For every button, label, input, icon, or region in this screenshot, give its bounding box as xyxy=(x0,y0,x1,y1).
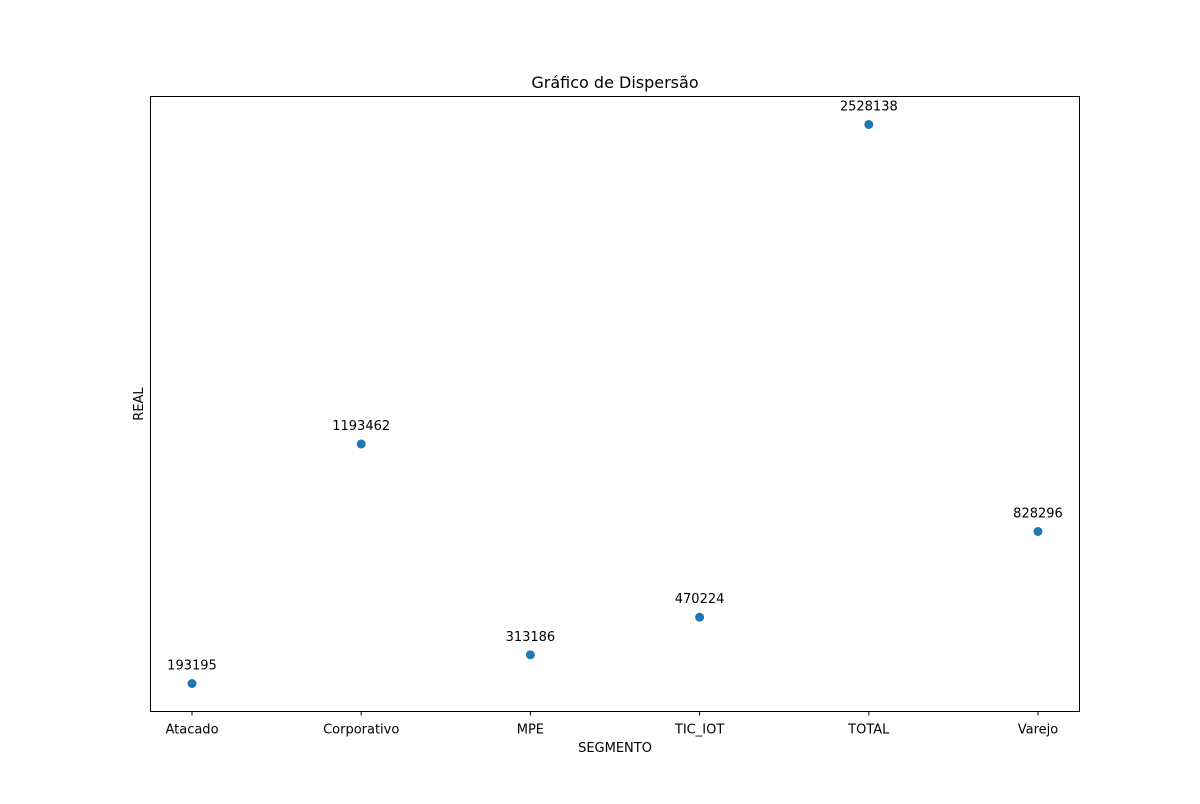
data-label: 2528138 xyxy=(840,99,898,114)
chart-title: Gráfico de Dispersão xyxy=(531,73,698,92)
data-label: 828296 xyxy=(1013,506,1063,521)
data-labels: 193195 1193462 313186 470224 2528138 828296 xyxy=(167,99,1063,673)
data-label: 313186 xyxy=(506,630,556,645)
x-tick-label: Varejo xyxy=(1018,723,1059,738)
x-axis-label: SEGMENTO xyxy=(578,741,652,756)
x-tick-label: Corporativo xyxy=(323,723,399,738)
x-axis-ticks xyxy=(191,711,1039,716)
plot-area xyxy=(150,96,1080,712)
data-points xyxy=(187,119,1043,689)
x-tick-label: TOTAL xyxy=(847,723,890,738)
data-label: 470224 xyxy=(675,592,725,607)
data-point xyxy=(525,650,535,660)
data-point xyxy=(356,439,366,449)
data-point xyxy=(695,612,705,622)
data-label: 1193462 xyxy=(332,419,390,434)
data-point xyxy=(187,679,197,689)
x-tick-label: Atacado xyxy=(165,723,218,738)
x-tick-label: MPE xyxy=(517,723,544,738)
x-tick-label: TIC_IOT xyxy=(674,723,724,738)
x-axis-tick-labels: Atacado Corporativo MPE TIC_IOT TOTAL Varejo xyxy=(165,723,1058,738)
data-point xyxy=(864,119,874,129)
data-label: 193195 xyxy=(167,659,217,674)
data-point xyxy=(1033,526,1043,536)
y-axis-label: REAL xyxy=(132,387,147,421)
